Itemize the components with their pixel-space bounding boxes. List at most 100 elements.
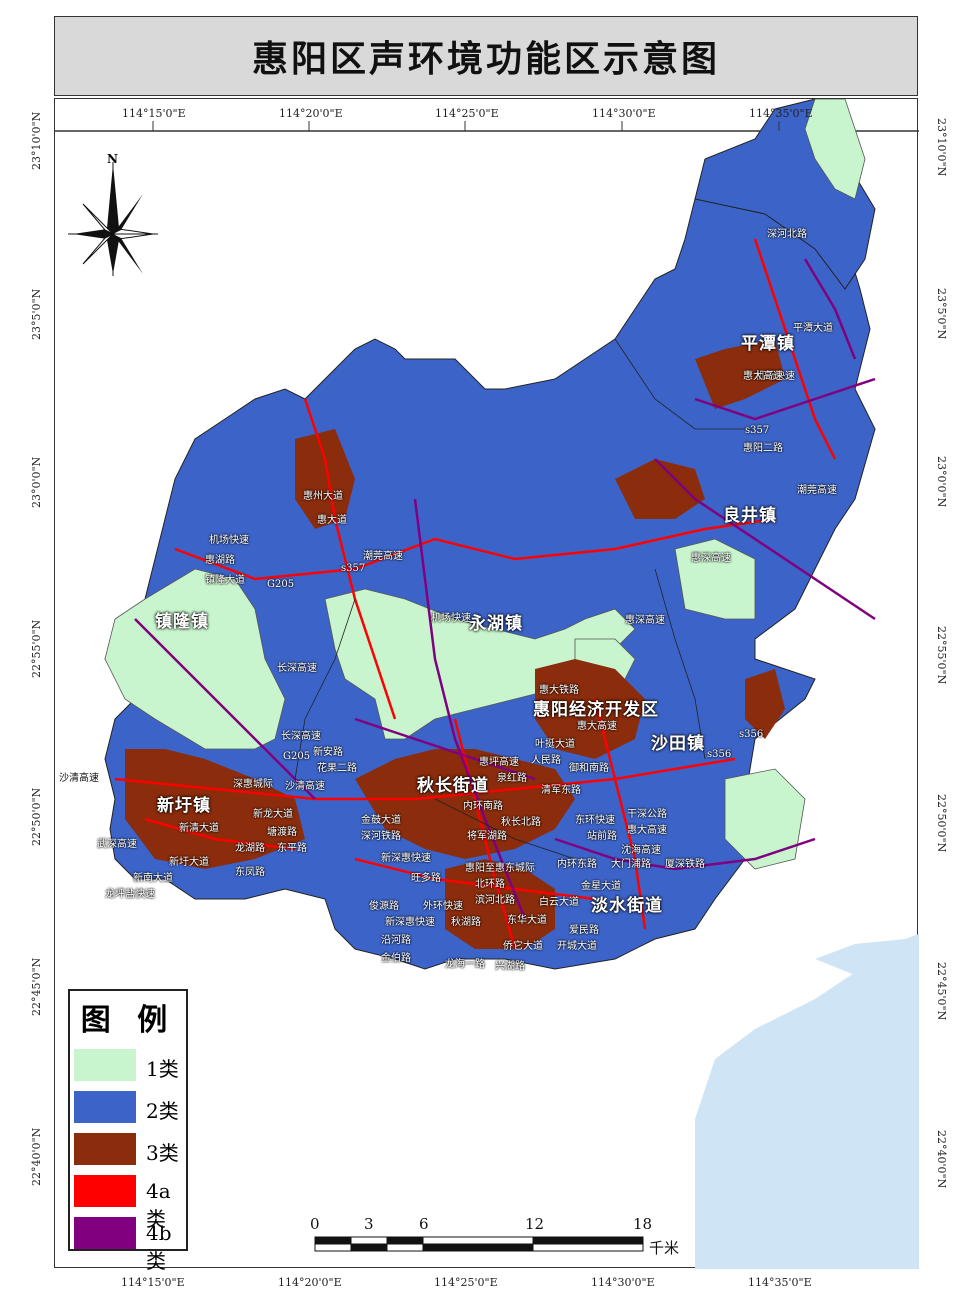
road-label: 花果二路 [317, 763, 357, 774]
roads-4a [114, 238, 837, 950]
lat-tick-right: 22°45'0"N [935, 962, 948, 1021]
legend: 图 例 1类 2类 3类 4a类 4b类 [68, 989, 188, 1273]
road-label: 清军东路 [541, 785, 581, 796]
map-frame: 114°15'0"E 114°20'0"E 114°25'0"E 114°30'… [54, 98, 919, 1269]
legend-swatch-class-2 [74, 1091, 136, 1123]
legend-swatch-class-1 [74, 1049, 136, 1081]
road-label: 将军湖路 [467, 831, 507, 842]
lat-tick-right: 23°10'0"N [935, 118, 948, 177]
lon-tick-top: 114°15'0"E [122, 107, 186, 120]
road-label: 旺多路 [411, 873, 441, 884]
place-label-xinxu: 新圩镇 [157, 796, 211, 816]
scale-tick-label: 0 [310, 1215, 320, 1233]
legend-label: 1类 [146, 1057, 179, 1081]
road-label: 新南大道 [133, 873, 173, 884]
road-label: 惠大高速 [577, 721, 617, 732]
road-label: s356 [739, 729, 764, 740]
zone-3-northwest [295, 429, 355, 529]
lon-tick-top: 114°25'0"E [435, 107, 499, 120]
road-label: 沙清高速 [59, 773, 99, 784]
road-label: 惠深高速 [691, 553, 731, 564]
road-label: 干深公路 [627, 809, 667, 820]
lat-tick-right: 23°0'0"N [935, 456, 948, 508]
place-label-pingtan: 平潭镇 [741, 334, 795, 354]
road-label: 惠大高速 [627, 825, 667, 836]
zone-3-danshui [445, 859, 555, 949]
road-label: G205 [267, 579, 295, 590]
road-label: 东环快速 [575, 815, 615, 826]
road-label: 侨它大道 [503, 941, 543, 952]
legend-swatch-class-3 [74, 1133, 136, 1165]
road-label: 惠大铁路 [539, 685, 579, 696]
legend-swatch-class-4a [74, 1175, 136, 1207]
road-label: 俊源路 [369, 901, 399, 912]
sea-area-upper [815, 934, 919, 979]
road-label: 惠阳二路 [743, 443, 783, 454]
road-label: 潮莞高速 [797, 485, 837, 496]
map-canvas [55, 99, 919, 1269]
road-label: 深河北路 [767, 229, 807, 240]
zone-1-northeast [804, 99, 866, 200]
road-label: 叶挺大道 [535, 739, 575, 750]
north-label: N [107, 152, 118, 166]
legend-label: 3类 [146, 1141, 179, 1165]
road-label: 沈海高速 [621, 845, 661, 856]
road-label: 镇隆大道 [205, 575, 245, 586]
road-label: 惠阳至惠东城际 [465, 863, 535, 874]
road-label: 平潭大道 [793, 323, 833, 334]
road-label: 金鼓大道 [361, 815, 401, 826]
road-label: 沿河路 [381, 935, 411, 946]
zone-1-southeast [724, 768, 806, 870]
road-label: 深河铁路 [361, 831, 401, 842]
title-bar: 惠阳区声环境功能区示意图 [54, 16, 918, 96]
lat-tick-left: 23°5'0"N [30, 288, 43, 340]
road-label: s357 [745, 425, 770, 436]
road-label: 泉红路 [497, 773, 527, 784]
road-label: 厦深铁路 [665, 859, 705, 870]
road-label: 北环路 [475, 879, 505, 890]
place-label-zhenlong: 镇隆镇 [155, 612, 209, 632]
road-label: 潮莞高速 [363, 551, 403, 562]
road-label: 东华大道 [507, 915, 547, 926]
road-label: 新清大道 [179, 823, 219, 834]
road-label: 长深高速 [277, 663, 317, 674]
legend-label: 2类 [146, 1099, 179, 1123]
road-label: 惠大高速 [743, 371, 783, 382]
place-label-shatian: 沙田镇 [651, 734, 705, 754]
road-label: 沙清高速 [285, 781, 325, 792]
map-title: 惠阳区声环境功能区示意图 [251, 38, 720, 80]
road-label: 秋湖路 [451, 917, 481, 928]
road-label: 开城大道 [557, 941, 597, 952]
scale-bar [314, 1236, 644, 1252]
road-label: 塘渡路 [267, 827, 297, 838]
road-label: 新安路 [313, 747, 343, 758]
lat-tick-right: 22°50'0"N [935, 794, 948, 853]
road-label: 机场快速 [755, 371, 795, 382]
lon-tick-top: 114°35'0"E [749, 107, 813, 120]
road-label: 新龙大道 [253, 809, 293, 820]
scale-tick-label: 6 [419, 1215, 429, 1233]
road-label: G205 [283, 751, 311, 762]
lon-tick-bottom: 114°30'0"E [591, 1276, 655, 1289]
legend-swatch-class-4b [74, 1217, 136, 1249]
road-label: 东平路 [277, 843, 307, 854]
road-label: 金星大道 [581, 881, 621, 892]
road-label: 惠坪高速 [479, 757, 519, 768]
zone-1-zhenlong [104, 568, 286, 750]
scale-tick-label: 18 [633, 1215, 653, 1233]
scale-unit-label: 千米 [649, 1239, 680, 1257]
road-label: 新深惠快速 [381, 853, 431, 864]
road-label: 龙海一路 [445, 959, 485, 970]
place-label-qiuchang: 秋长街道 [417, 776, 489, 796]
road-label: 惠深高速 [625, 615, 665, 626]
road-label: 兴湖路 [495, 961, 525, 972]
place-label-danshui: 淡水街道 [591, 896, 663, 916]
road-label: 惠湖路 [205, 555, 235, 566]
town-boundaries [294, 338, 755, 860]
place-label-kaifaqu: 惠阳经济开发区 [533, 700, 659, 720]
road-label: 内环南路 [463, 801, 503, 812]
zone-3-qiuchang [355, 749, 575, 859]
legend-title: 图 例 [80, 1003, 176, 1038]
zone-3-xinxu [125, 749, 305, 869]
lat-tick-left: 22°45'0"N [30, 957, 43, 1016]
